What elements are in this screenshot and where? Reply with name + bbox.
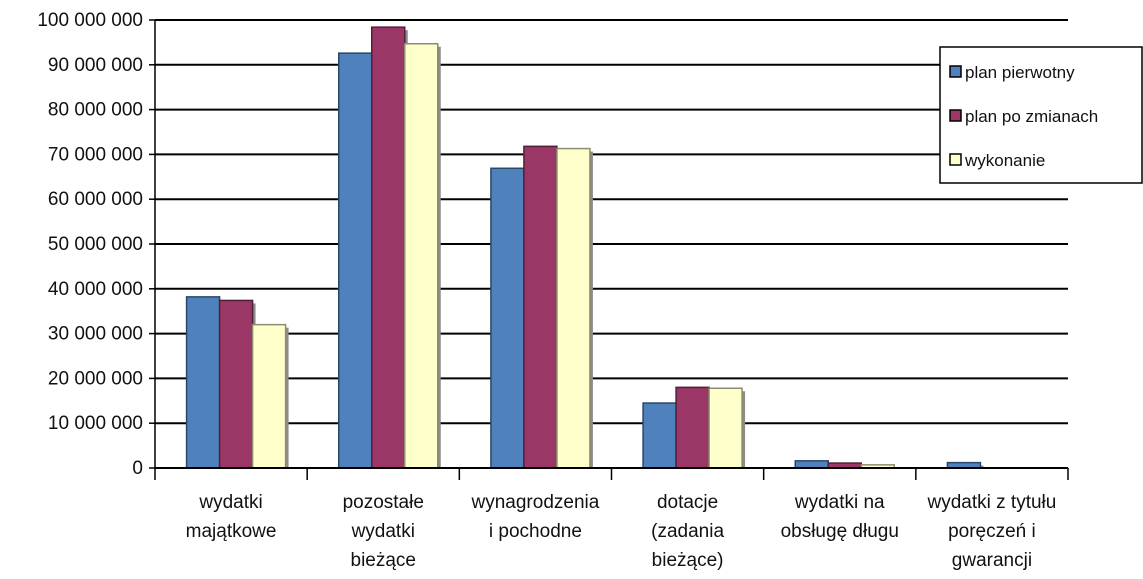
x-tick-label: pozostałe wydatki bieżące (343, 492, 424, 571)
x-axis: wydatki majątkowe pozostałe wydatki bieżące w… (154, 467, 1069, 571)
bar (490, 167, 525, 469)
gridlines (155, 19, 1068, 425)
x-tick-label: wydatki majątkowe (186, 492, 277, 542)
legend-label: plan pierwotny (965, 63, 1075, 82)
bar (556, 147, 591, 469)
bars (185, 26, 984, 469)
bar (675, 386, 710, 469)
y-tick-label: 40 000 000 (48, 279, 143, 300)
y-tick-label: 20 000 000 (48, 368, 143, 389)
y-tick-label: 0 (132, 458, 143, 479)
x-tick-label: wynagrodzenia i pochodne (471, 492, 600, 542)
bar (371, 26, 406, 469)
legend: plan pierwotny plan po zmianach wykonanie (939, 46, 1143, 184)
bar (794, 460, 829, 469)
bar (338, 52, 373, 469)
bar (404, 42, 439, 469)
y-tick-label: 30 000 000 (48, 324, 143, 345)
legend-label: wykonanie (964, 151, 1045, 170)
legend-swatch (949, 65, 962, 78)
x-tick-label: wydatki na obsługę długu (781, 492, 899, 542)
bar (185, 296, 221, 469)
bar (708, 387, 743, 469)
y-tick-label: 90 000 000 (48, 55, 143, 76)
bar (642, 402, 677, 469)
x-tick-label: dotacje (zadania bieżące) (651, 492, 724, 571)
bar (251, 323, 287, 469)
legend-box (939, 46, 1143, 184)
y-tick-label: 80 000 000 (48, 100, 143, 121)
legend-swatch (949, 109, 962, 122)
y-tick-label: 50 000 000 (48, 234, 143, 255)
y-tick-label: 70 000 000 (48, 144, 143, 165)
bar (523, 145, 558, 469)
y-tick-label: 60 000 000 (48, 189, 143, 210)
legend-swatch (949, 153, 962, 166)
y-axis: 0 10 000 000 20 000 000 30 000 000 40 000 00… (37, 10, 156, 479)
x-tick-label: wydatki z tytułu poręczeń i gwarancji (927, 492, 1057, 571)
legend-label: plan po zmianach (965, 107, 1098, 126)
y-tick-label: 10 000 000 (48, 413, 143, 434)
bar (218, 299, 254, 469)
y-tick-label: 100 000 000 (37, 10, 143, 31)
